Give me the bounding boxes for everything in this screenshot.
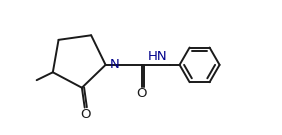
Text: HN: HN [148,50,168,63]
Text: O: O [136,87,147,100]
Text: N: N [110,58,119,71]
Text: O: O [80,108,91,121]
